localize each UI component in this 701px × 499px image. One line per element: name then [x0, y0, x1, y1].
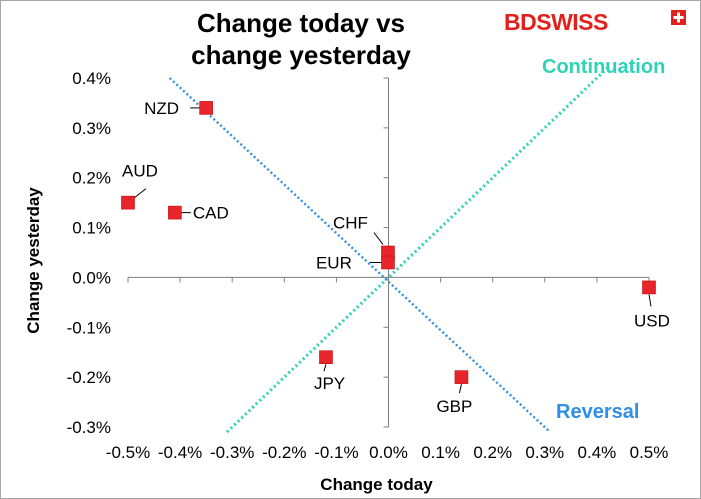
x-tick-label: -0.3%	[210, 443, 254, 462]
y-tick-label: 0.2%	[72, 169, 111, 188]
point-gbp	[454, 370, 469, 384]
x-tick-label: 0.4%	[578, 443, 617, 462]
bdswiss-logo: BDSWISS	[504, 9, 608, 35]
y-tick-label: -0.1%	[67, 318, 111, 337]
continuation-label: Continuation	[542, 56, 666, 78]
title-line-2: change yesterday	[191, 40, 411, 70]
y-tick-label: -0.2%	[67, 368, 111, 387]
y-tick-label: 0.4%	[72, 69, 111, 88]
point-label-aud: AUD	[122, 162, 158, 181]
y-axis-title: Change yesterday	[24, 187, 43, 334]
x-tick-label: -0.1%	[314, 443, 358, 462]
x-tick-label: 0.5%	[630, 443, 669, 462]
point-label-usd: USD	[634, 311, 670, 330]
y-tick-label: 0.0%	[72, 268, 111, 287]
x-tick-label: -0.4%	[158, 443, 202, 462]
swiss-cross-icon	[671, 10, 686, 25]
y-tick-label: -0.3%	[67, 418, 111, 437]
point-aud	[121, 195, 135, 210]
logo-bd: BD	[504, 9, 537, 35]
x-tick-label: 0.2%	[473, 443, 512, 462]
point-eur	[381, 255, 395, 270]
x-tick-label: -0.5%	[106, 443, 150, 462]
continuation-line	[225, 66, 609, 434]
x-tick-label: 0.1%	[421, 443, 460, 462]
leader-line-gbp	[458, 384, 462, 394]
x-tick-label: -0.2%	[262, 443, 306, 462]
point-label-gbp: GBP	[436, 397, 472, 416]
x-axis-title: Change today	[320, 475, 433, 494]
title-line-1: Change today vs	[196, 8, 406, 38]
x-tick-label: 0.0%	[369, 443, 408, 462]
point-label-chf: CHF	[333, 214, 368, 233]
point-nzd	[199, 101, 213, 115]
y-tick-label: 0.1%	[72, 219, 111, 238]
logo-swiss: SWISS	[536, 9, 608, 35]
point-cad	[168, 205, 182, 220]
point-label-cad: CAD	[193, 204, 229, 223]
point-jpy	[319, 350, 333, 365]
point-label-nzd: NZD	[144, 99, 179, 118]
leader-line-jpy	[323, 364, 327, 372]
leader-line-chf	[373, 232, 384, 245]
x-tick-label: 0.3%	[525, 443, 564, 462]
reversal-line	[168, 77, 551, 433]
leader-line-usd	[648, 294, 652, 307]
point-usd	[642, 280, 656, 295]
point-label-jpy: JPY	[314, 374, 345, 393]
chart-title: Change today vs change yesterday	[171, 7, 431, 71]
reversal-label: Reversal	[556, 401, 640, 423]
point-label-eur: EUR	[316, 253, 352, 272]
y-tick-label: 0.3%	[72, 119, 111, 138]
